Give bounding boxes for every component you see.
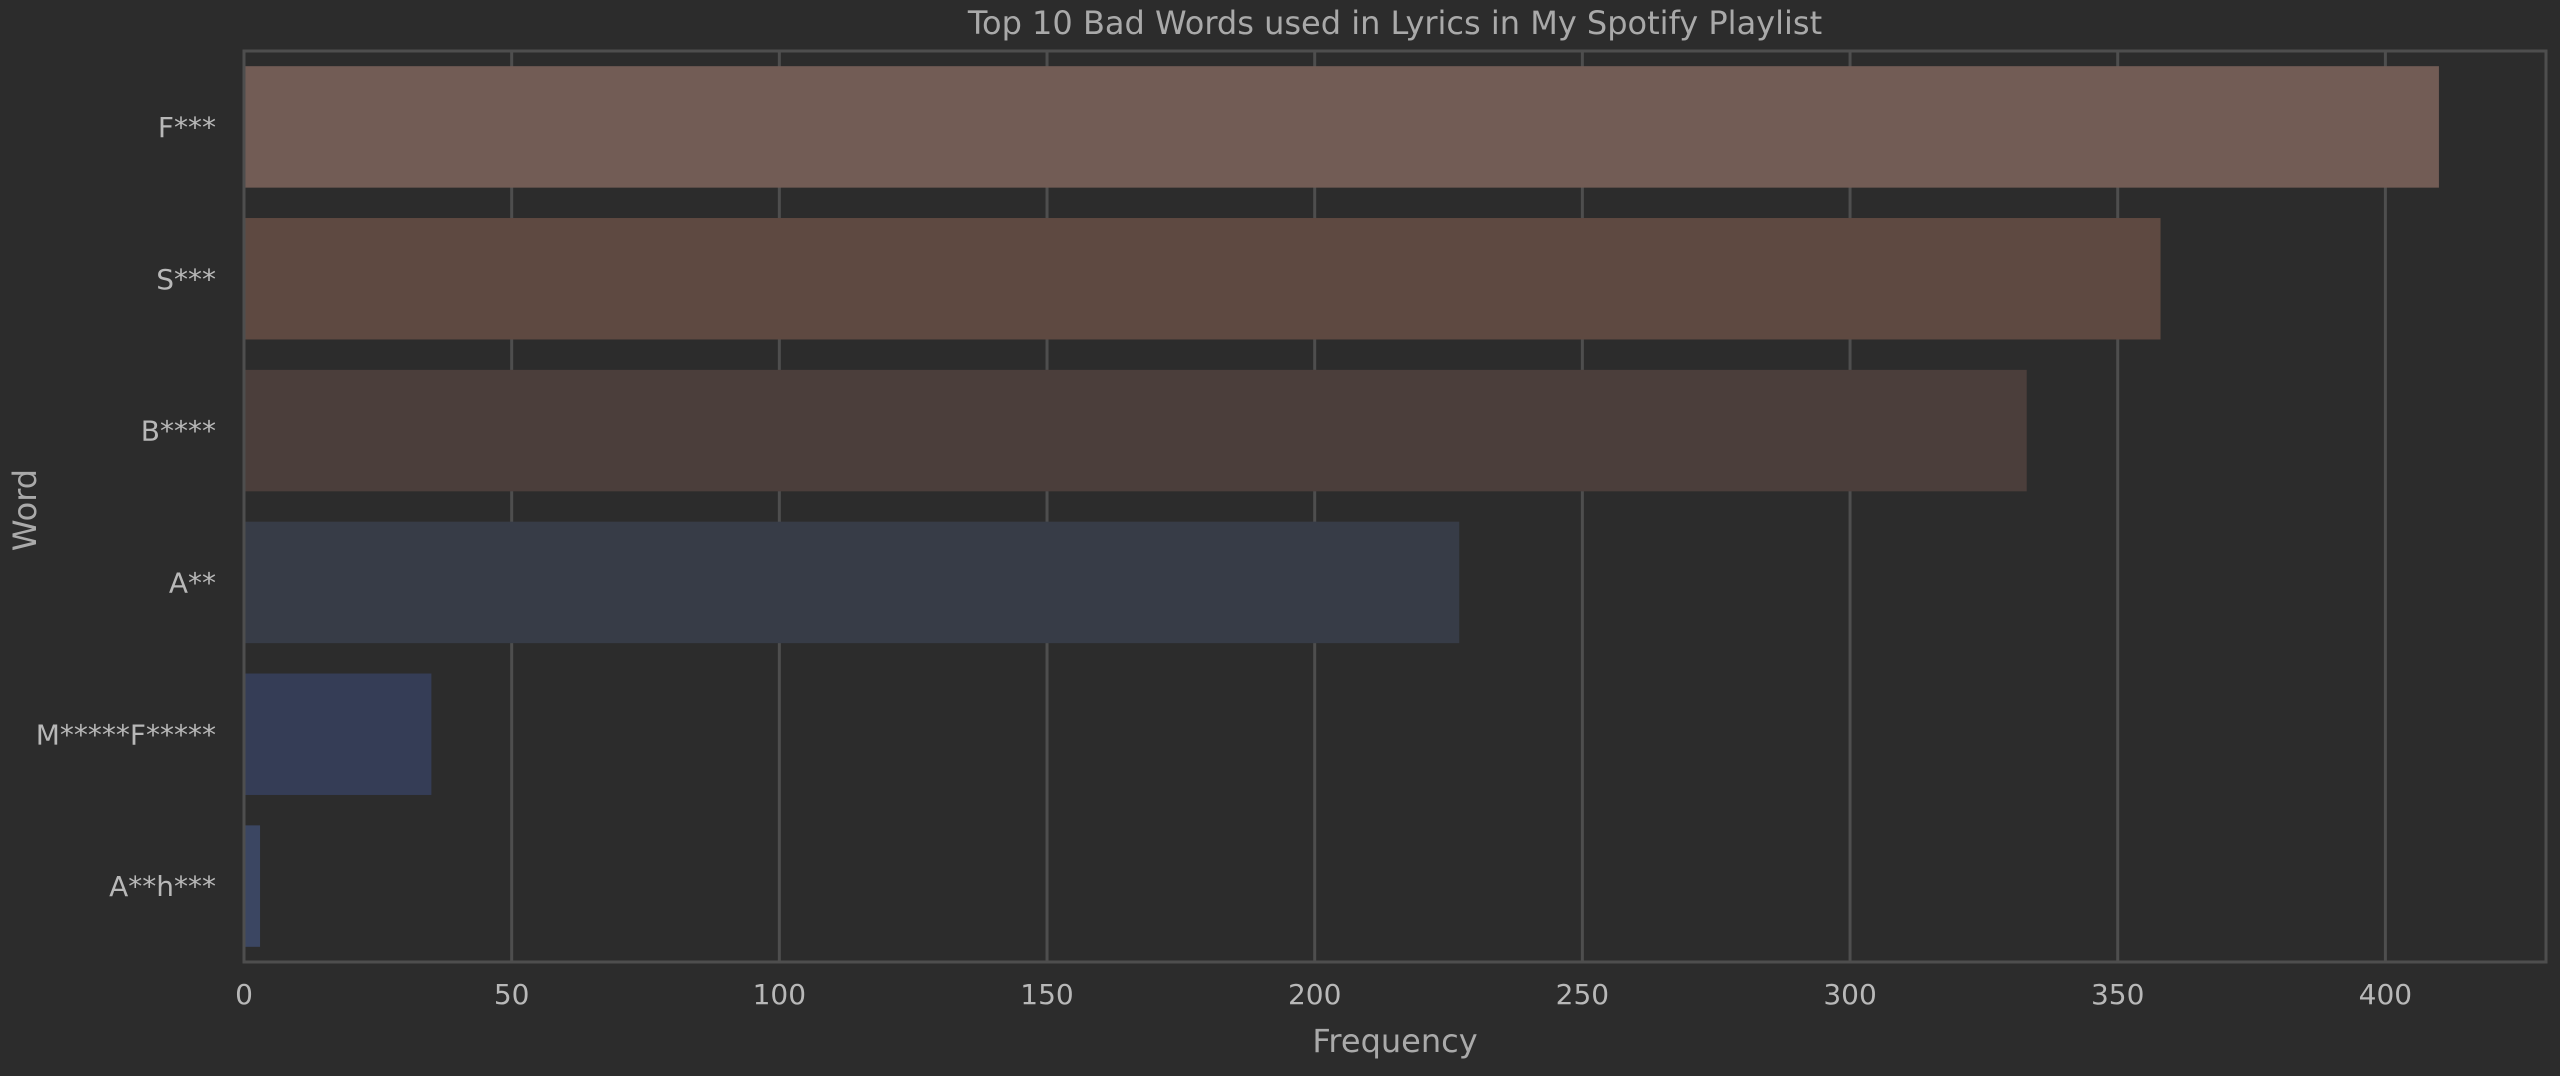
bar [244,369,2027,492]
x-axis-label: Frequency [1312,1022,1477,1060]
x-tick-label: 100 [753,978,806,1011]
x-tick-label: 50 [494,978,530,1011]
bar [244,218,2161,340]
y-tick-labels: F*** S*** B**** A** M*****F***** A**h*** [36,111,216,903]
x-tick-label: 350 [2091,978,2144,1011]
x-tick-label: 300 [1823,978,1876,1011]
bar [244,825,261,947]
x-tick-label: 400 [2359,978,2412,1011]
grid [242,51,2387,962]
x-tick-label: 250 [1556,978,1609,1011]
x-tick-label: 150 [1020,978,1073,1011]
y-tick-label: A** [169,566,216,599]
bars [244,66,2439,947]
bar [244,66,2439,188]
x-tick-labels: 0 50 100 150 200 250 300 350 400 [235,978,2412,1011]
y-tick-label: F*** [158,111,216,144]
y-tick-label: A**h*** [109,870,216,903]
y-tick-label: M*****F***** [36,718,216,751]
y-axis-label: Word [6,469,44,551]
bar [244,521,1460,644]
chart-title: Top 10 Bad Words used in Lyrics in My Sp… [967,4,1822,42]
bar [244,673,432,795]
plot-frame [242,49,2548,964]
x-tick-label: 0 [235,978,253,1011]
y-tick-label: S*** [156,263,216,296]
x-tick-label: 200 [1288,978,1341,1011]
y-tick-label: B**** [141,415,216,448]
